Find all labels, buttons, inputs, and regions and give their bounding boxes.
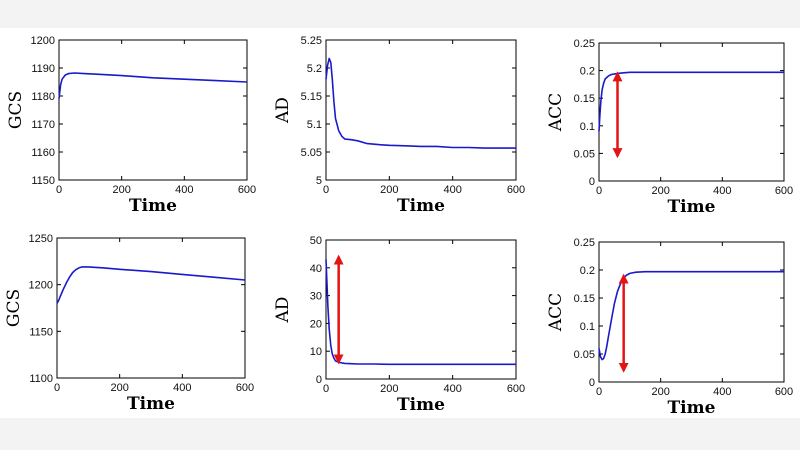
y-tick-label: 5.15 <box>301 91 322 103</box>
chart-panel-4: 0 200 400 600 1100 1150 1200 1250 Time GCS <box>4 233 254 414</box>
y-tick-label: 1200 <box>31 35 55 47</box>
y-tick-label: 50 <box>310 235 322 247</box>
x-tick-label: 200 <box>651 386 669 398</box>
y-tick-label: 5.2 <box>307 63 322 75</box>
y-tick-label: 0.2 <box>580 66 595 78</box>
y-tick-label: 0 <box>589 377 595 389</box>
y-tick-label: 1100 <box>29 373 53 385</box>
x-axis-label: Time <box>129 196 177 216</box>
y-axis-label: AD <box>273 97 293 124</box>
x-axis-label: Time <box>127 394 175 414</box>
y-tick-label: 1170 <box>31 119 55 131</box>
series-line <box>325 57 516 149</box>
y-tick-label: 0.15 <box>574 93 595 105</box>
x-tick-label: 200 <box>651 185 669 197</box>
plot-frame <box>598 241 785 383</box>
y-axis-label: ACC <box>546 93 566 132</box>
x-tick-label: 200 <box>110 382 128 394</box>
y-tick-label: 20 <box>310 318 322 330</box>
y-tick-label: 5.25 <box>301 35 322 47</box>
x-tick-label: 600 <box>775 185 793 197</box>
plot-frame <box>58 39 248 181</box>
y-tick-label: 1250 <box>29 233 53 245</box>
x-tick-label: 400 <box>443 383 461 395</box>
y-tick-label: 0.15 <box>574 293 595 305</box>
x-tick-label: 600 <box>238 184 256 196</box>
y-axis-label: AD <box>273 297 293 324</box>
y-tick-label: 0 <box>589 176 595 188</box>
x-tick-label: 0 <box>596 185 602 197</box>
y-tick-label: 1190 <box>31 63 55 75</box>
x-tick-label: 0 <box>54 382 60 394</box>
chart-panel-6: 0 200 400 600 0 0.05 0.1 0.15 0.2 0.25 Time ACC <box>546 237 793 418</box>
x-tick-label: 0 <box>596 386 602 398</box>
x-tick-label: 200 <box>380 383 398 395</box>
y-tick-label: 1200 <box>29 280 53 292</box>
y-tick-label: 40 <box>310 263 322 275</box>
series-line <box>58 72 248 99</box>
y-tick-label: 0.05 <box>574 349 595 361</box>
chart-panel-2: 0 200 400 600 5 5.05 5.1 5.15 5.2 5.25 Time AD <box>273 35 525 216</box>
x-tick-label: 600 <box>775 386 793 398</box>
y-tick-label: 0.05 <box>574 148 595 160</box>
chart-panel-5: 0 200 400 600 0 10 20 30 40 50 Time AD <box>273 235 525 415</box>
y-tick-label: 5.1 <box>307 119 322 131</box>
y-tick-label: 1180 <box>31 91 55 103</box>
y-tick-label: 10 <box>310 346 322 358</box>
x-tick-label: 600 <box>507 184 525 196</box>
x-axis-label: Time <box>668 398 716 418</box>
y-tick-label: 0 <box>316 374 322 386</box>
x-tick-label: 0 <box>323 184 329 196</box>
top-band <box>0 0 800 28</box>
plot-frame <box>325 239 517 380</box>
x-tick-label: 0 <box>56 184 62 196</box>
y-axis-label: GCS <box>4 289 24 327</box>
y-tick-label: 1160 <box>31 147 55 159</box>
x-tick-label: 400 <box>443 184 461 196</box>
chart-panel-3: 0 200 400 600 0 0.05 0.1 0.15 0.2 0.25 Time ACC <box>546 38 793 217</box>
y-tick-label: 5 <box>316 175 322 187</box>
y-tick-label: 30 <box>310 291 322 303</box>
y-tick-label: 0.1 <box>580 321 595 333</box>
x-tick-label: 600 <box>236 382 254 394</box>
y-tick-label: 0.25 <box>574 237 595 249</box>
y-tick-label: 5.05 <box>301 147 322 159</box>
plot-frame <box>598 42 785 182</box>
x-tick-label: 600 <box>507 383 525 395</box>
series-line <box>56 266 246 304</box>
x-tick-label: 400 <box>713 386 731 398</box>
y-tick-label: 0.2 <box>580 265 595 277</box>
chart-panel-1: 0 200 400 600 1150 1160 1170 1180 1190 1200 Time GC… <box>6 35 256 216</box>
y-tick-label: 1150 <box>29 326 53 338</box>
y-axis-label: ACC <box>546 293 566 332</box>
y-axis-label: GCS <box>6 91 26 129</box>
x-tick-label: 400 <box>713 185 731 197</box>
y-tick-label: 0.1 <box>580 121 595 133</box>
x-tick-label: 0 <box>323 383 329 395</box>
x-axis-label: Time <box>668 197 716 217</box>
x-tick-label: 400 <box>175 184 193 196</box>
x-tick-label: 200 <box>112 184 130 196</box>
bottom-band <box>0 418 800 450</box>
x-tick-label: 200 <box>380 184 398 196</box>
y-tick-label: 0.25 <box>574 38 595 50</box>
plot-frame <box>56 237 246 379</box>
x-axis-label: Time <box>397 395 445 415</box>
x-tick-label: 400 <box>173 382 191 394</box>
plot-frame <box>325 39 517 181</box>
y-tick-label: 1150 <box>31 175 55 187</box>
x-axis-label: Time <box>397 196 445 216</box>
